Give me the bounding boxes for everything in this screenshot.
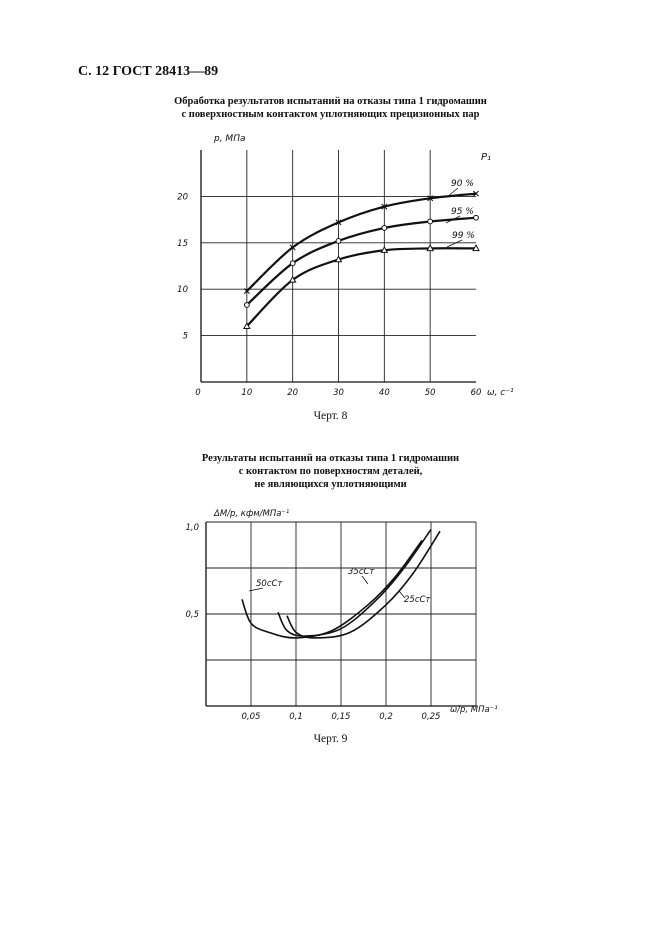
chart1-series-leader xyxy=(446,239,463,248)
chart1-x-axis-label: ω, с⁻¹ xyxy=(487,388,514,398)
chart2-x-axis-label: ω/p, МПа⁻¹ xyxy=(450,705,498,715)
chart1-series-label: 95 % xyxy=(451,207,474,217)
chart1-y-tick-label: 5 xyxy=(183,332,188,342)
figure8-title-line1: Обработка результатов испытаний на отказ… xyxy=(174,96,487,107)
figure9-title-line1: Результаты испытаний на отказы типа 1 ги… xyxy=(201,453,460,464)
chart1-x-tick-label: 10 xyxy=(241,388,252,398)
chart1-point-marker xyxy=(334,255,343,263)
chart2-series-leader xyxy=(361,575,369,585)
chart1-series-line xyxy=(246,216,477,306)
chart1-point-marker xyxy=(243,288,250,295)
figure8-title-line2: с поверхностным контактом уплотняющих пр… xyxy=(181,109,480,120)
chart1-series-leader xyxy=(446,187,459,198)
chart1-point-marker xyxy=(242,322,251,330)
chart1-series-leader xyxy=(445,215,461,224)
chart2-series-line xyxy=(277,528,432,637)
chart1-x-tick-label: 40 xyxy=(379,388,390,398)
chart1-series-label: 99 % xyxy=(452,231,475,241)
chart1-point-marker xyxy=(380,245,389,253)
chart1-y-tick-label: 10 xyxy=(177,285,188,295)
chart1-y-axis-label: p, МПа xyxy=(213,134,245,144)
chart1-point-marker xyxy=(473,214,479,221)
chart2-y-tick-label: 0,5 xyxy=(185,610,199,620)
chart1-point-marker xyxy=(472,244,480,252)
chart1-point-marker xyxy=(289,260,296,267)
chart1-point-marker xyxy=(427,195,434,202)
chart2-x-tick-label: 0,05 xyxy=(242,712,261,722)
figure9-title-line3: не являющихся уплотняющими xyxy=(254,479,407,490)
figure9-title: Результаты испытаний на отказы типа 1 ги… xyxy=(0,452,661,491)
chart1-series-line xyxy=(246,247,477,328)
chart1-x-tick-label: 20 xyxy=(287,388,298,398)
figure8-title: Обработка результатов испытаний на отказ… xyxy=(0,95,661,121)
chart1-point-marker xyxy=(473,190,479,197)
chart1-x-tick-label: 60 xyxy=(471,388,482,398)
chart1-point-marker xyxy=(426,244,435,252)
figure9-caption: Черт. 9 xyxy=(313,733,348,745)
chart1-point-marker xyxy=(335,219,342,226)
chart1-y-tick-label: 15 xyxy=(177,239,188,249)
chart1-x-tick-label: 50 xyxy=(425,388,436,398)
chart1-point-marker xyxy=(289,244,296,251)
chart1-point-marker xyxy=(335,238,342,244)
chart1-point-marker xyxy=(243,302,250,308)
chart1-corner-label: P₁ xyxy=(481,152,491,163)
figure8-caption: Черт. 8 xyxy=(313,410,348,422)
chart2-y-axis-label: ΔM/p, кфм/МПа⁻¹ xyxy=(213,509,289,519)
chart1-series-label: 90 % xyxy=(451,179,474,189)
chart2-series-leader xyxy=(248,587,264,592)
chart2-x-tick-label: 0,1 xyxy=(289,712,303,722)
chart2-series-label: 35сСт xyxy=(348,567,375,577)
page-header: С. 12 ГОСТ 28413—89 xyxy=(78,64,219,79)
chart2-y-tick-label: 1,0 xyxy=(185,523,199,533)
chart1-x-tick-label: 0 xyxy=(195,388,200,398)
chart1-x-tick-label: 30 xyxy=(333,388,344,398)
chart2-series-label: 25сСт xyxy=(404,595,431,605)
chart2-x-tick-label: 0,15 xyxy=(332,712,351,722)
chart2-series-line xyxy=(241,539,423,639)
chart1-y-tick-label: 20 xyxy=(177,192,188,202)
chart2-x-tick-label: 0,2 xyxy=(379,712,393,722)
chart2-series-line xyxy=(286,530,441,639)
chart1-point-marker xyxy=(381,203,388,210)
figure9-title-line2: с контактом по поверхностям деталей, xyxy=(238,466,423,477)
chart1-point-marker xyxy=(381,225,388,231)
chart2-x-tick-label: 0,25 xyxy=(422,712,441,722)
chart2-series-label: 50сСт xyxy=(256,579,283,589)
chart1-point-marker xyxy=(288,275,297,283)
chart1-point-marker xyxy=(427,218,434,225)
chart1-series-line xyxy=(246,192,477,292)
chart2-series-leader xyxy=(398,590,406,599)
